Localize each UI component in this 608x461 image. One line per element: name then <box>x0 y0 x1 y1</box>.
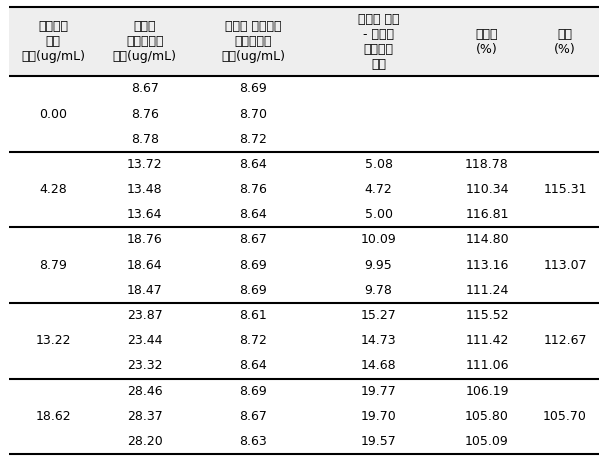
Text: 8.67: 8.67 <box>239 233 267 247</box>
Text: 8.64: 8.64 <box>240 208 267 221</box>
Text: 110.34: 110.34 <box>465 183 509 196</box>
Text: 5.00: 5.00 <box>365 208 393 221</box>
Text: 15.27: 15.27 <box>361 309 396 322</box>
Bar <box>9 7 599 76</box>
Text: 113.16: 113.16 <box>465 259 509 272</box>
Text: 8.61: 8.61 <box>240 309 267 322</box>
Text: 111.42: 111.42 <box>465 334 509 347</box>
Text: 115.31: 115.31 <box>543 183 587 196</box>
Text: 8.63: 8.63 <box>240 435 267 448</box>
Text: 8.67: 8.67 <box>239 410 267 423</box>
Text: 검출된
표준물질의
농도(ug/mL): 검출된 표준물질의 농도(ug/mL) <box>112 20 177 63</box>
Text: 8.67: 8.67 <box>131 83 159 95</box>
Text: 14.73: 14.73 <box>361 334 396 347</box>
Text: 평균
(%): 평균 (%) <box>554 28 576 56</box>
Text: 18.47: 18.47 <box>127 284 162 297</box>
Text: 8.69: 8.69 <box>240 83 267 95</box>
Text: 105.80: 105.80 <box>465 410 509 423</box>
Text: 18.76: 18.76 <box>127 233 162 247</box>
Text: 19.70: 19.70 <box>361 410 396 423</box>
Text: 105.70: 105.70 <box>543 410 587 423</box>
Text: 8.64: 8.64 <box>240 158 267 171</box>
Text: 13.22: 13.22 <box>35 334 71 347</box>
Text: 9.78: 9.78 <box>365 284 393 297</box>
Text: 19.57: 19.57 <box>361 435 396 448</box>
Text: 114.80: 114.80 <box>465 233 509 247</box>
Text: 28.20: 28.20 <box>127 435 162 448</box>
Text: 118.78: 118.78 <box>465 158 509 171</box>
Text: 105.09: 105.09 <box>465 435 509 448</box>
Text: 18.62: 18.62 <box>35 410 71 423</box>
Text: 14.68: 14.68 <box>361 360 396 372</box>
Text: 8.69: 8.69 <box>240 259 267 272</box>
Text: 8.72: 8.72 <box>239 133 267 146</box>
Text: 23.44: 23.44 <box>127 334 162 347</box>
Text: 18.64: 18.64 <box>127 259 162 272</box>
Text: 113.07: 113.07 <box>543 259 587 272</box>
Text: 116.81: 116.81 <box>465 208 509 221</box>
Text: 106.19: 106.19 <box>465 384 509 397</box>
Text: 8.70: 8.70 <box>239 107 267 120</box>
Text: 19.77: 19.77 <box>361 384 396 397</box>
Text: 28.46: 28.46 <box>127 384 162 397</box>
Text: 13.64: 13.64 <box>127 208 162 221</box>
Text: 검출된 농도
- 시료에
해당하는
농도: 검출된 농도 - 시료에 해당하는 농도 <box>358 12 399 71</box>
Text: 10.09: 10.09 <box>361 233 396 247</box>
Text: 4.72: 4.72 <box>365 183 392 196</box>
Text: 112.67: 112.67 <box>543 334 587 347</box>
Text: 4.28: 4.28 <box>40 183 67 196</box>
Text: 8.64: 8.64 <box>240 360 267 372</box>
Text: 8.72: 8.72 <box>239 334 267 347</box>
Text: 회수율
(%): 회수율 (%) <box>476 28 499 56</box>
Text: 8.76: 8.76 <box>239 183 267 196</box>
Text: 111.06: 111.06 <box>465 360 509 372</box>
Text: 8.76: 8.76 <box>131 107 159 120</box>
Text: 8.69: 8.69 <box>240 284 267 297</box>
Text: 9.95: 9.95 <box>365 259 392 272</box>
Text: 8.69: 8.69 <box>240 384 267 397</box>
Text: 23.32: 23.32 <box>127 360 162 372</box>
Text: 28.37: 28.37 <box>127 410 162 423</box>
Text: 23.87: 23.87 <box>127 309 162 322</box>
Text: 13.72: 13.72 <box>127 158 162 171</box>
Text: 8.78: 8.78 <box>131 133 159 146</box>
Text: 시료에 해당하는
표준물질의
농도(ug/mL): 시료에 해당하는 표준물질의 농도(ug/mL) <box>221 20 285 63</box>
Text: 표준물질
추가
농도(ug/mL): 표준물질 추가 농도(ug/mL) <box>21 20 85 63</box>
Text: 13.48: 13.48 <box>127 183 162 196</box>
Text: 115.52: 115.52 <box>465 309 509 322</box>
Text: 5.08: 5.08 <box>365 158 393 171</box>
Text: 8.79: 8.79 <box>40 259 67 272</box>
Text: 0.00: 0.00 <box>39 107 67 120</box>
Text: 111.24: 111.24 <box>465 284 509 297</box>
